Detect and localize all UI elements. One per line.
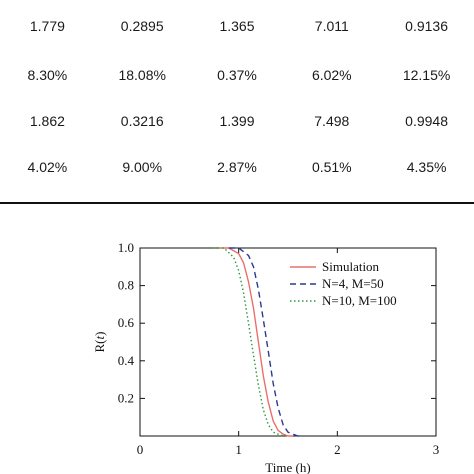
table-cell: 12.15% [402, 67, 451, 83]
x-tick-label: 1 [235, 442, 242, 457]
y-tick-label: 0.2 [118, 390, 134, 405]
table-cell: 1.862 [29, 113, 65, 129]
x-tick-label: 0 [137, 442, 144, 457]
table-cell: 9.00% [122, 159, 163, 175]
table-cell: 4.02% [27, 159, 68, 175]
x-axis-label: Time (h) [265, 460, 310, 474]
table-row: 1.779 0.2895 1.365 7.011 0.9136 [0, 0, 474, 52]
legend-label: N=10, M=100 [322, 293, 397, 308]
y-tick-label: 0.8 [118, 278, 134, 293]
y-axis-label: R(t) [92, 332, 107, 353]
table-cell: 0.51% [311, 159, 352, 175]
y-tick-label: 1.0 [118, 240, 134, 255]
table-cell: 0.2895 [120, 18, 164, 34]
reliability-chart: 0 1 2 3 0.2 0.4 0.6 0.8 1.0 Time (h) R(t) Simulatio… [92, 240, 440, 474]
table-cell: 6.02% [311, 67, 352, 83]
table-cell: 7.498 [314, 113, 350, 129]
table-cell: 0.3216 [120, 113, 164, 129]
x-tick-label: 3 [433, 442, 440, 457]
series-line-3 [214, 247, 288, 437]
legend-label: Simulation [322, 259, 380, 274]
table-cell: 0.37% [217, 67, 257, 83]
data-table: 1.779 0.2895 1.365 7.011 0.9136 8.30% 18.08% 0.… [0, 0, 474, 190]
table-cell: 1.779 [29, 18, 65, 34]
table-cell: 1.365 [219, 18, 255, 34]
series-line-1 [218, 247, 293, 437]
results-table: 1.779 0.2895 1.365 7.011 0.9136 8.30% 18.08% 0.… [0, 0, 474, 205]
y-tick-label: 0.4 [118, 353, 135, 368]
table-row: 4.02% 9.00% 2.87% 0.51% 4.35% [0, 144, 474, 190]
table-bottom-rule [0, 202, 474, 204]
table-cell: 1.399 [219, 113, 255, 129]
plot-frame [139, 247, 437, 437]
table-cell: 4.35% [406, 159, 447, 175]
series-line-2 [228, 247, 303, 437]
reliability-figure: 0 1 2 3 0.2 0.4 0.6 0.8 1.0 Time (h) R(t) Simulatio… [0, 222, 474, 474]
legend-label: N=4, M=50 [322, 276, 384, 291]
table-cell: 7.011 [314, 18, 349, 34]
table-row: 1.862 0.3216 1.399 7.498 0.9948 [0, 98, 474, 144]
y-tick-label: 0.6 [118, 315, 135, 330]
table-cell: 2.87% [217, 159, 257, 175]
x-tick-label: 2 [334, 442, 341, 457]
table-cell: 0.9136 [405, 18, 448, 34]
table-cell: 18.08% [118, 67, 166, 83]
table-cell: 8.30% [27, 67, 68, 83]
table-cell: 0.9948 [405, 113, 448, 129]
table-row: 8.30% 18.08% 0.37% 6.02% 12.15% [0, 52, 474, 98]
